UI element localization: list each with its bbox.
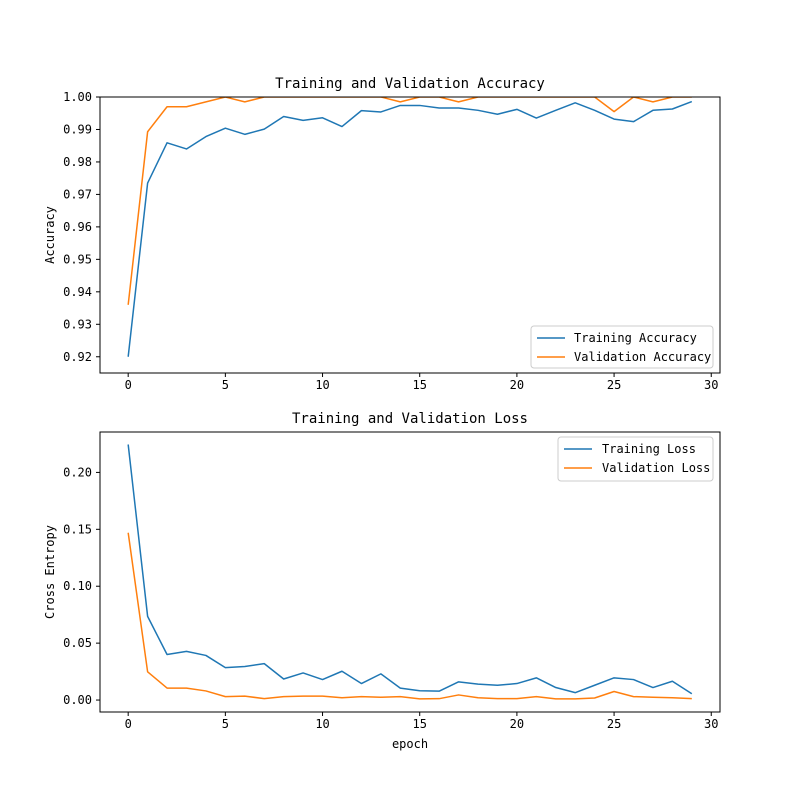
loss-x-tick-label: 10: [315, 717, 329, 731]
series-line-training-loss: [127, 444, 693, 695]
loss-axes-frame: [99, 431, 721, 713]
loss-y-axis-label: Cross Entropy: [43, 525, 57, 619]
accuracy-chart-title: Training and Validation Accuracy: [275, 76, 545, 92]
accuracy-y-tick-label: 0.94: [63, 285, 92, 299]
accuracy-y-tick-label: 0.96: [63, 220, 92, 234]
series-line-training-accuracy: [127, 100, 693, 357]
accuracy-x-tick-label: 15: [412, 378, 426, 392]
loss-x-axis-label: epoch: [392, 737, 428, 751]
accuracy-y-axis-label: Accuracy: [43, 206, 57, 264]
series-line-validation-accuracy: [127, 97, 692, 305]
accuracy-legend-box: [530, 325, 714, 369]
accuracy-axes-frame: [99, 96, 721, 374]
loss-plot-area: 0 5 10 15 20 25 30 0.00 0.05 0.10 0.15 0.20: [63, 444, 718, 731]
series-line-validation-loss: [127, 532, 692, 700]
loss-y-tick-label: 0.20: [63, 465, 92, 479]
accuracy-x-tick-label: 5: [222, 378, 229, 392]
loss-y-tick-label: 0.00: [63, 693, 92, 707]
accuracy-y-tick-label: 0.92: [63, 350, 92, 364]
accuracy-x-tick-label: 25: [607, 378, 621, 392]
accuracy-x-tick-label: 10: [315, 378, 329, 392]
accuracy-plot-area: 0 5 10 15 20 25 30 0.92 0.93 0.94 0.95 0.96 0.97 0.98…: [63, 90, 718, 392]
loss-x-tick-label: 5: [222, 717, 229, 731]
loss-chart-title: Training and Validation Loss: [292, 411, 528, 427]
accuracy-subplot: Training and Validation Accuracy 0 5 10 15 2…: [43, 76, 721, 392]
accuracy-x-tick-label: 0: [125, 378, 132, 392]
loss-x-tick-label: 30: [704, 717, 718, 731]
accuracy-x-tick-label: 30: [704, 378, 718, 392]
loss-x-tick-label: 25: [607, 717, 621, 731]
loss-x-tick-label: 20: [510, 717, 524, 731]
loss-x-tick-label: 0: [125, 717, 132, 731]
loss-legend-box: [557, 436, 714, 482]
loss-legend: Training Loss Validation Loss: [557, 436, 714, 482]
accuracy-y-tick-label: 0.99: [63, 122, 92, 136]
loss-y-tick-label: 0.05: [63, 636, 92, 650]
loss-subplot: Training and Validation Loss 0 5 10 15 20 25 3…: [43, 411, 721, 751]
accuracy-y-tick-label: 0.95: [63, 252, 92, 266]
accuracy-y-tick-label: 0.98: [63, 155, 92, 169]
accuracy-y-tick-label: 0.97: [63, 187, 92, 201]
accuracy-legend: Training Accuracy Validation Accuracy: [530, 325, 714, 369]
loss-y-tick-label: 0.15: [63, 522, 92, 536]
legend-label-validation-accuracy: Validation Accuracy: [574, 350, 711, 364]
accuracy-y-tick-label: 0.93: [63, 317, 92, 331]
accuracy-x-tick-label: 20: [510, 378, 524, 392]
legend-label-training-loss: Training Loss: [602, 442, 696, 456]
legend-label-validation-loss: Validation Loss: [602, 461, 710, 475]
accuracy-y-tick-label: 1.00: [63, 90, 92, 104]
loss-x-tick-label: 15: [412, 717, 426, 731]
loss-y-tick-label: 0.10: [63, 579, 92, 593]
legend-label-training-accuracy: Training Accuracy: [574, 331, 697, 345]
